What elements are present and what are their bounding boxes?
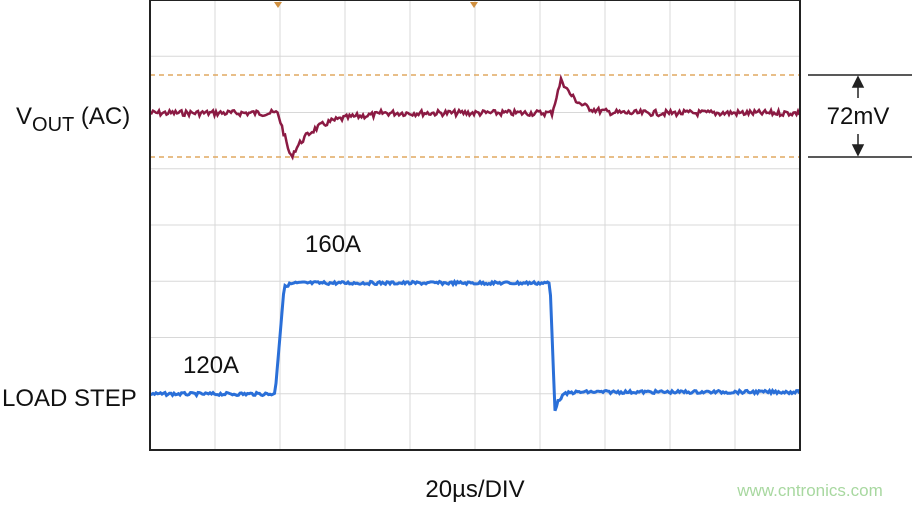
plot-frame: [149, 0, 801, 451]
vout-label: VOUT (AC): [16, 103, 130, 136]
vout-trace: [149, 73, 801, 161]
vout-suffix: (AC): [74, 103, 130, 130]
vout-sub: OUT: [32, 114, 74, 136]
trigger-markers: [274, 2, 478, 8]
vout-v: V: [16, 103, 32, 130]
amplitude-label: 72mV: [827, 103, 890, 130]
load-step-label: LOAD STEP: [2, 385, 137, 412]
grid: [150, 0, 800, 450]
timebase-label: 20µs/DIV: [425, 476, 524, 503]
high-current-label: 160A: [305, 231, 361, 258]
low-current-label: 120A: [183, 352, 239, 379]
amplitude-marker: [808, 74, 912, 158]
watermark: www.cntronics.com: [736, 481, 882, 500]
load-step-trace: [149, 278, 801, 412]
